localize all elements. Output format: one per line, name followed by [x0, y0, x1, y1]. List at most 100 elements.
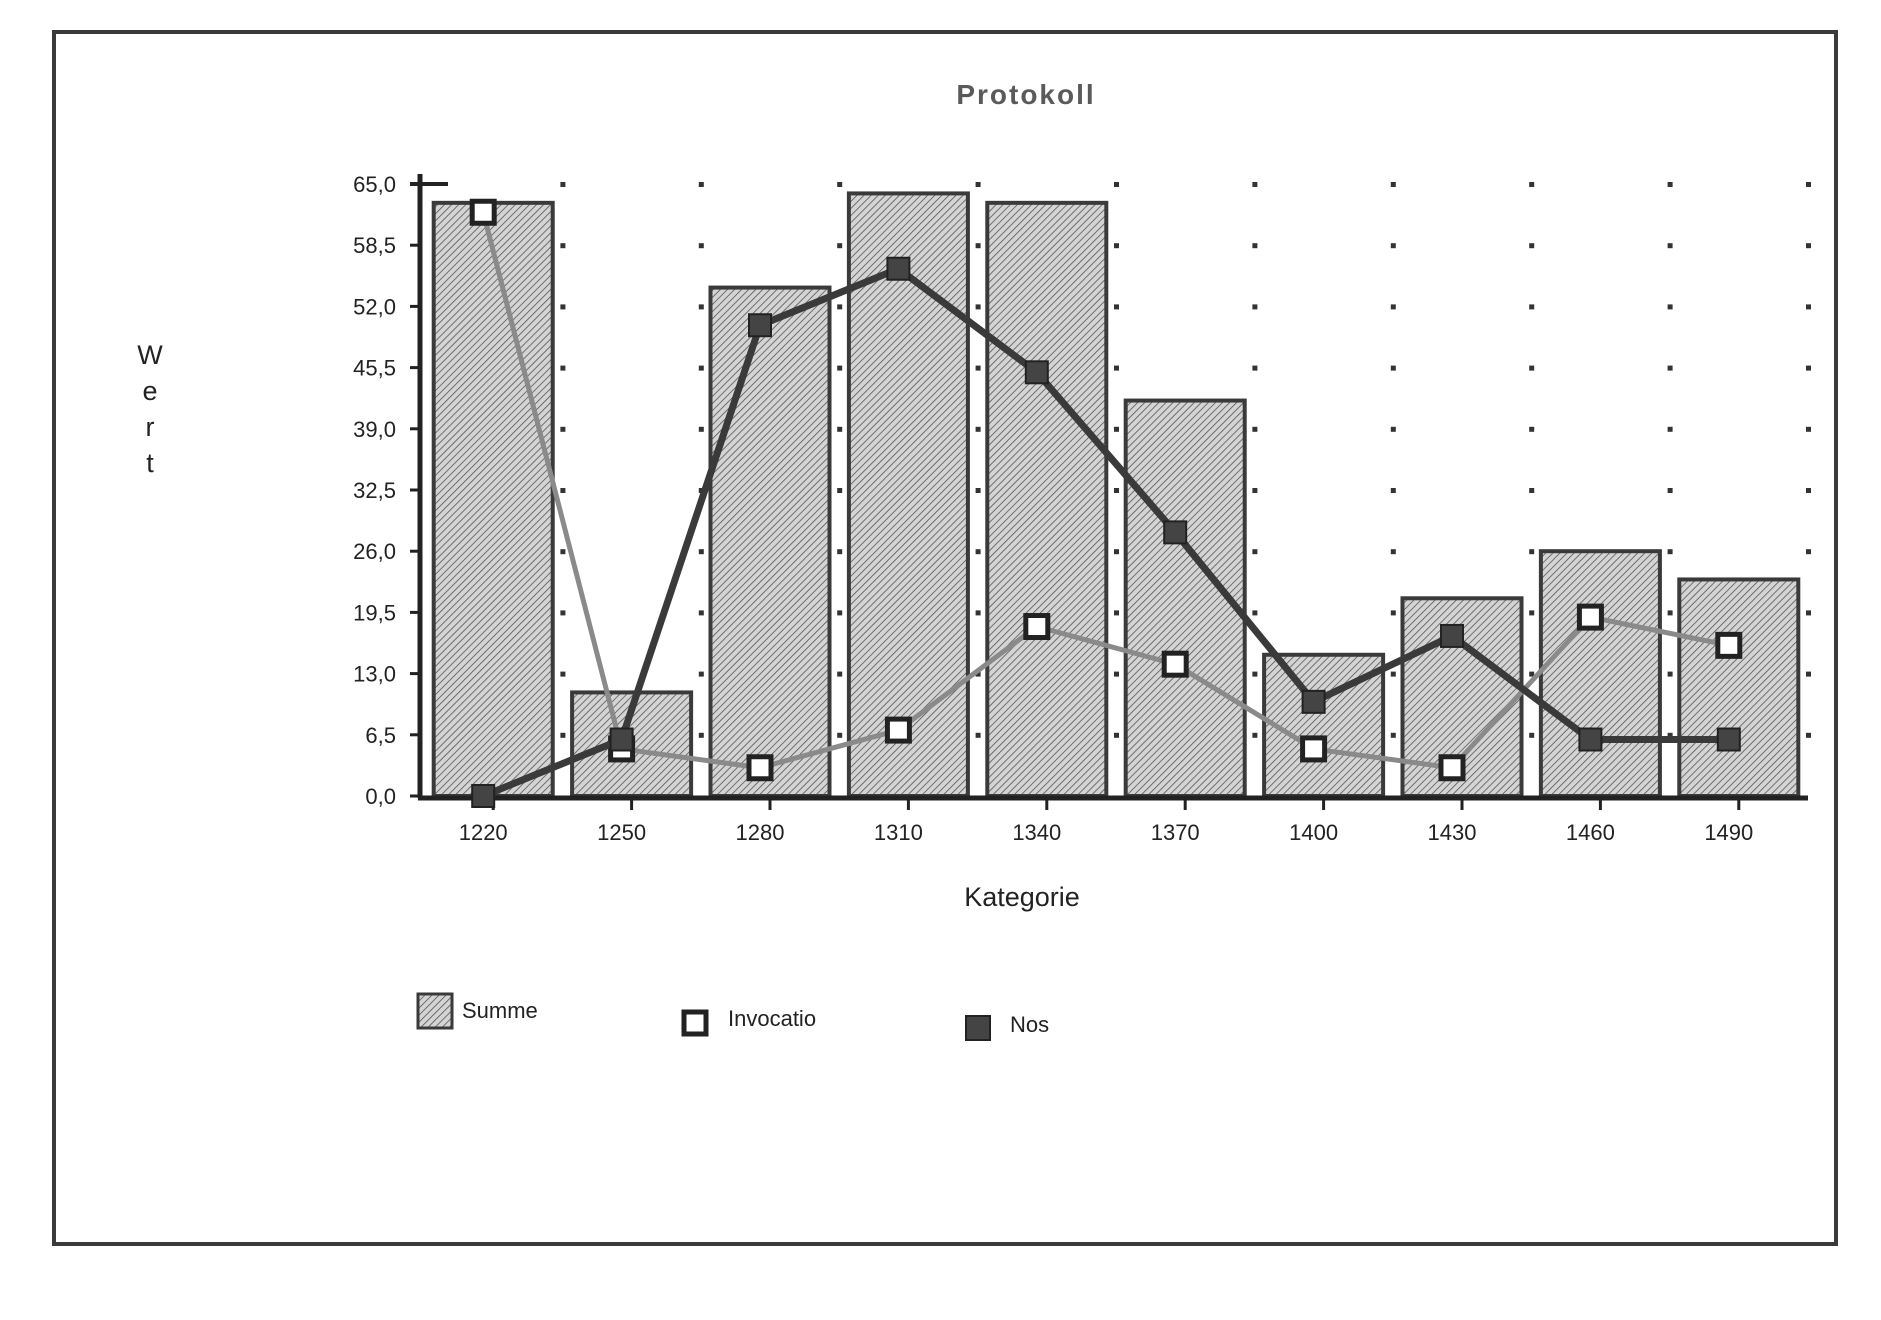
grid-dot [1114, 426, 1119, 432]
grid-dot [1667, 365, 1673, 371]
grid-dot [1390, 671, 1396, 677]
grid-dot [1390, 243, 1396, 249]
bar-summe-1460 [1538, 549, 1662, 799]
grid-dot [1529, 243, 1535, 249]
grid-dot [837, 243, 843, 249]
grid-dot [1390, 365, 1396, 371]
point-invocatio-1430 [1438, 754, 1466, 782]
grid-dot [560, 182, 566, 187]
grid-dot [1390, 732, 1396, 738]
grid-dot [1667, 610, 1673, 616]
y-tick-label: 19,5 [353, 600, 396, 625]
grid-dot [1806, 304, 1811, 310]
grid-dot [1806, 182, 1811, 187]
grid-dot [698, 304, 704, 310]
point-nos-1490 [1716, 727, 1741, 752]
y-tick-label: 13,0 [353, 662, 396, 687]
legend: Summe Invocatio Nos [416, 992, 1049, 1041]
grid-dot [1114, 610, 1119, 616]
point-invocatio-1280 [746, 754, 774, 782]
grid-dot [975, 182, 981, 187]
grid-dot [975, 426, 981, 432]
legend-label: Summe [462, 998, 538, 1023]
legend-swatch [965, 1015, 991, 1041]
grid-dot [1390, 488, 1396, 493]
grid-dot [1390, 182, 1396, 187]
point-nos-1460 [1578, 727, 1603, 752]
point-invocatio-1490 [1715, 631, 1743, 659]
grid-dot [1806, 671, 1811, 677]
y-tick-label: 65,0 [353, 172, 396, 197]
bar-summe-1490 [1677, 577, 1801, 799]
legend-item-invocatio: Invocatio [681, 1006, 816, 1037]
grid-dot [698, 243, 704, 249]
grid-dot [975, 610, 981, 616]
grid-dot [1252, 671, 1258, 677]
grid-dot [1252, 549, 1258, 555]
point-invocatio-1460 [1576, 603, 1604, 631]
x-tick-label: 1370 [1151, 820, 1200, 845]
grid-dot [1667, 243, 1673, 249]
grid-dot [837, 549, 843, 555]
grid-dot [560, 243, 566, 249]
point-invocatio-1370 [1161, 650, 1189, 678]
legend-label: Nos [1010, 1012, 1049, 1037]
grid-dot [1252, 610, 1258, 616]
grid-dot [1114, 549, 1119, 555]
grid-dot [1390, 610, 1396, 616]
y-axis-label-letter: t [146, 448, 154, 478]
x-tick-label: 1220 [459, 820, 508, 845]
grid-dot [1806, 610, 1811, 616]
legend-label: Invocatio [728, 1006, 816, 1031]
y-tick-label: 45,5 [353, 356, 396, 381]
grid-dot [1390, 426, 1396, 432]
grid-dot [1667, 426, 1673, 432]
y-tick-label: 52,0 [353, 294, 396, 319]
grid-dot [560, 610, 566, 616]
grid-dot [1114, 365, 1119, 371]
grid-dot [1114, 304, 1119, 310]
grid-dot [837, 182, 843, 187]
grid-dot [975, 549, 981, 555]
grid-dot [1252, 732, 1258, 738]
bar-summe-1220 [431, 200, 555, 799]
grid-dot [975, 671, 981, 677]
x-tick-label: 1340 [1012, 820, 1061, 845]
grid-dot [1667, 671, 1673, 677]
grid-dot [837, 732, 843, 738]
point-nos-1250 [609, 727, 634, 752]
grid-dot [1114, 671, 1119, 677]
grid-dot [1806, 243, 1811, 249]
grid-dot [1390, 304, 1396, 310]
y-tick-label: 0,0 [365, 784, 396, 809]
legend-item-nos: Nos [965, 1012, 1049, 1041]
bar-summe-1280 [708, 285, 832, 798]
grid-dot [1667, 549, 1673, 555]
x-tick-label: 1430 [1428, 820, 1477, 845]
grid-dot [1667, 488, 1673, 493]
point-invocatio-1400 [1300, 735, 1328, 763]
y-tick-label: 32,5 [353, 478, 396, 503]
x-tick-label: 1460 [1566, 820, 1615, 845]
grid-dot [1529, 304, 1535, 310]
grid-dot [1806, 488, 1811, 493]
bar-series [431, 191, 1801, 799]
grid-dot [1529, 182, 1535, 187]
grid-dot [975, 365, 981, 371]
series-nos [471, 256, 1741, 808]
y-axis-label-letter: r [146, 412, 155, 442]
line-series [469, 198, 1743, 808]
y-axis-label-letter: e [142, 376, 157, 406]
grid-dot [1529, 426, 1535, 432]
grid-dot [975, 732, 981, 738]
grid-dot [1252, 488, 1258, 493]
y-tick-label: 6,5 [365, 723, 396, 748]
grid-dot [1667, 304, 1673, 310]
grid-dot [698, 671, 704, 677]
grid-dot [1529, 549, 1535, 555]
grid-dot [1114, 243, 1119, 249]
grid-dot [1252, 426, 1258, 432]
grid-dot [1806, 365, 1811, 371]
